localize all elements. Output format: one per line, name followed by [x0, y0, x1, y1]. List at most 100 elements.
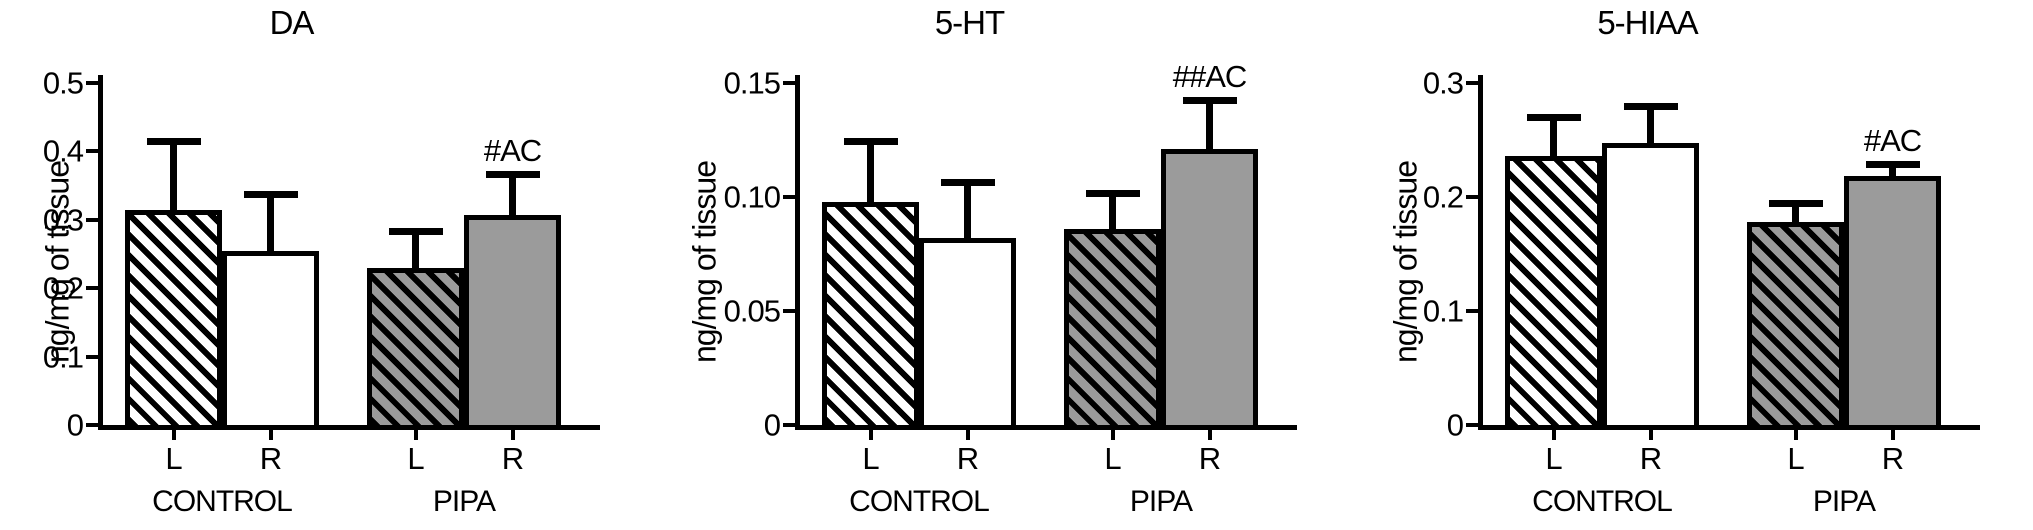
- error-bar-stem: [1647, 108, 1654, 145]
- error-bar-stem: [964, 184, 971, 240]
- significance-annotation: ##AC: [1172, 59, 1248, 94]
- bar-control-l: [1505, 156, 1602, 425]
- group-label: CONTROL: [1532, 485, 1673, 518]
- x-axis-line: [1478, 425, 1980, 430]
- error-bar-cap: [1769, 200, 1823, 207]
- y-axis-label: ng/mg of tissue: [1387, 161, 1424, 363]
- error-bar-cap: [147, 138, 201, 145]
- y-tick-label: 0.4: [42, 133, 84, 169]
- x-axis-tick: [414, 430, 418, 440]
- chart-panel-5ht: 5-HT ng/mg of tissue 0 0.05 0.10 0.15 L R L ##A…: [678, 0, 1356, 530]
- y-axis-line: [1478, 75, 1483, 430]
- x-axis-line: [795, 425, 1297, 430]
- y-axis-tick: [86, 423, 98, 427]
- y-axis-label: ng/mg of tissue: [686, 161, 723, 363]
- error-bar-stem: [1792, 205, 1799, 224]
- error-bar-cap: [844, 138, 898, 145]
- group-label: CONTROL: [849, 485, 990, 518]
- chart-panel-da: DA ng/mg of tissue 0 0.1 0.2 0.3 0.4 0.5 L R L #A…: [0, 0, 678, 530]
- error-bar-cap: [1086, 190, 1140, 197]
- error-bar-stem: [1109, 195, 1116, 231]
- x-axis-tick: [1208, 430, 1212, 440]
- error-bar-cap: [1866, 161, 1920, 168]
- error-bar-stem: [170, 143, 177, 212]
- bar-side-label: L: [407, 441, 424, 476]
- y-axis-tick: [1466, 81, 1478, 85]
- x-axis-tick: [966, 430, 970, 440]
- y-axis-tick: [783, 423, 795, 427]
- chart-panel-5hiaa: 5-HIAA ng/mg of tissue 0 0.1 0.2 0.3 L R L #AC R…: [1356, 0, 2033, 530]
- y-tick-label: 0.2: [42, 270, 84, 306]
- y-axis-tick: [1466, 423, 1478, 427]
- y-tick-label: 0.1: [1422, 293, 1464, 329]
- error-bar-stem: [867, 143, 874, 204]
- group-label: PIPA: [432, 485, 496, 518]
- bar-side-label: L: [1787, 441, 1804, 476]
- error-bar-cap: [1183, 97, 1237, 104]
- bar-side-label: R: [1639, 441, 1662, 476]
- y-tick-label: 0.05: [723, 293, 781, 329]
- y-tick-label: 0.3: [1422, 65, 1464, 101]
- y-tick-label: 0.1: [42, 339, 84, 375]
- x-axis-tick: [1552, 430, 1556, 440]
- y-axis-line: [98, 75, 103, 430]
- group-label: PIPA: [1129, 485, 1193, 518]
- plot-area: 0 0.1 0.2 0.3 0.4 0.5 L R L #AC R CONTROL PIPA: [43, 68, 600, 518]
- error-bar-stem: [1550, 119, 1557, 158]
- plot-area: 0 0.05 0.10 0.15 L R L ##AC R CONTROL PIPA: [724, 61, 1297, 518]
- y-tick-label: 0: [763, 407, 781, 443]
- bar-control-l: [822, 202, 919, 425]
- error-bar-cap: [486, 171, 540, 178]
- error-bar-stem: [412, 233, 419, 270]
- y-axis-tick: [86, 81, 98, 85]
- significance-annotation: #AC: [483, 133, 542, 168]
- bar-side-label: L: [1545, 441, 1562, 476]
- bar-pipa-r: [464, 215, 561, 425]
- y-axis-tick: [86, 149, 98, 153]
- y-axis-tick: [783, 195, 795, 199]
- y-axis-label: ng/mg of tissue: [39, 161, 76, 363]
- x-axis-tick: [1649, 430, 1653, 440]
- y-axis-line: [795, 75, 800, 430]
- bar-side-label: R: [956, 441, 979, 476]
- bar-side-label: R: [1198, 441, 1221, 476]
- error-bar-stem: [267, 196, 274, 253]
- bar-control-r: [222, 251, 319, 425]
- group-label: PIPA: [1812, 485, 1876, 518]
- y-axis-tick: [1466, 309, 1478, 313]
- bar-side-label: R: [259, 441, 282, 476]
- bar-side-label: L: [165, 441, 182, 476]
- y-axis-tick: [86, 286, 98, 290]
- group-label: CONTROL: [152, 485, 293, 518]
- x-axis-tick: [511, 430, 515, 440]
- chart-title: 5-HIAA: [1597, 4, 1698, 41]
- chart-title: 5-HT: [934, 4, 1005, 41]
- bar-pipa-l: [1064, 229, 1161, 425]
- y-axis-tick: [86, 355, 98, 359]
- bar-side-label: L: [1104, 441, 1121, 476]
- bar-control-r: [919, 238, 1016, 425]
- plot-area: 0 0.1 0.2 0.3 L R L #AC R CONTROL PIPA: [1423, 68, 1980, 518]
- bar-pipa-r: [1161, 149, 1258, 425]
- y-axis-tick: [86, 218, 98, 222]
- bar-pipa-l: [367, 268, 464, 425]
- y-tick-label: 0.5: [42, 65, 84, 101]
- error-bar-stem: [1889, 166, 1896, 178]
- error-bar-cap: [1527, 114, 1581, 121]
- bar-control-r: [1602, 143, 1699, 425]
- x-axis-tick: [869, 430, 873, 440]
- x-axis-tick: [269, 430, 273, 440]
- y-tick-label: 0: [1446, 407, 1464, 443]
- x-axis-tick: [1891, 430, 1895, 440]
- y-tick-label: 0: [66, 407, 84, 443]
- y-tick-label: 0.3: [42, 202, 84, 238]
- bar-pipa-l: [1747, 222, 1844, 425]
- y-tick-label: 0.10: [723, 179, 781, 215]
- bar-side-label: R: [501, 441, 524, 476]
- bar-side-label: R: [1881, 441, 1904, 476]
- bar-side-label: L: [862, 441, 879, 476]
- x-axis-tick: [1111, 430, 1115, 440]
- error-bar-stem: [509, 176, 516, 217]
- x-axis-line: [98, 425, 600, 430]
- error-bar-cap: [244, 191, 298, 198]
